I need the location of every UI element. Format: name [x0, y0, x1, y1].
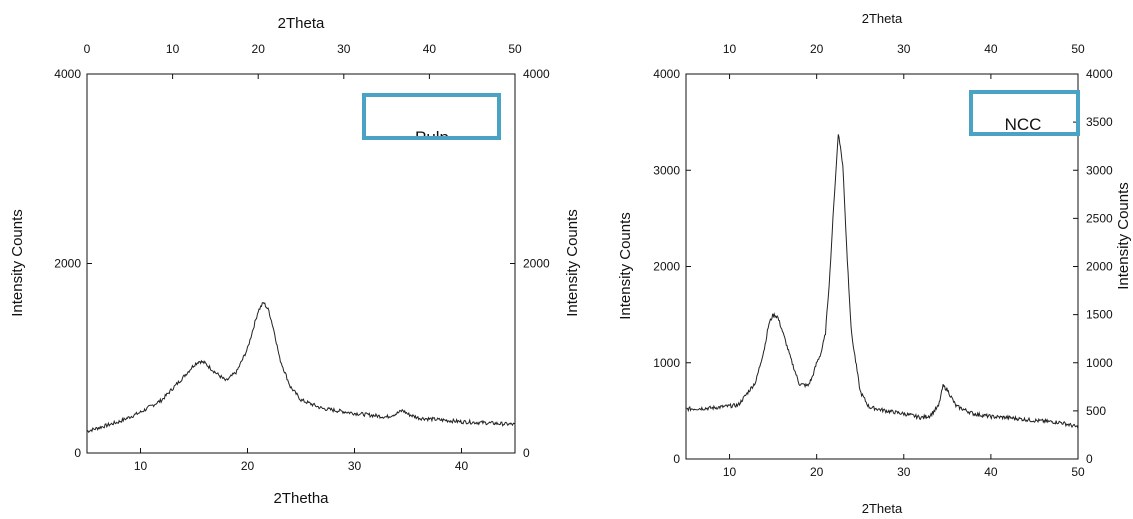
pulp-right-tick-label: 2000 — [523, 257, 550, 271]
pulp-legend-box — [362, 93, 501, 140]
ncc-right-tick-label: 1500 — [1086, 308, 1113, 322]
ncc-chart-panel: 10 20 30 40 50 10 20 30 40 50 01000200030004000 … — [617, 11, 1132, 516]
pulp-left-axis-title: Intensity Counts — [9, 209, 26, 317]
pulp-left-tick-label: 2000 — [54, 257, 81, 271]
pulp-bottom-tick-label: 20 — [241, 459, 255, 473]
ncc-legend-box — [969, 90, 1080, 136]
pulp-bottom-tick-label: 10 — [134, 459, 148, 473]
ncc-bottom-axis-title: 2Theta — [862, 501, 903, 516]
ncc-right-tick-label: 3000 — [1086, 163, 1113, 177]
pulp-left-tick-label: 4000 — [54, 67, 81, 81]
ncc-right-tick-label: 1000 — [1086, 356, 1113, 370]
pulp-bottom-tick-label: 30 — [348, 459, 362, 473]
pulp-legend: Pulp — [362, 93, 501, 147]
pulp-top-tick-label: 20 — [252, 42, 266, 56]
ncc-left-tick-label: 0 — [673, 452, 680, 466]
ncc-right-axis-title: Intensity Counts — [1115, 182, 1132, 290]
pulp-top-tick-label: 0 — [84, 42, 91, 56]
pulp-right-tick-label: 0 — [523, 446, 530, 460]
ncc-left-axis-title: Intensity Counts — [617, 212, 634, 320]
ncc-top-tick-label: 30 — [897, 42, 911, 56]
pulp-series-line — [86, 302, 516, 433]
pulp-top-axis-ticks: 0 10 20 30 40 50 — [84, 42, 522, 79]
ncc-left-axis-ticks: 0 1000 2000 3000 4000 — [653, 67, 691, 466]
ncc-top-tick-label: 10 — [723, 42, 737, 56]
ncc-left-tick-label: 3000 — [653, 163, 680, 177]
pulp-right-axis-title: Intensity Counts — [564, 209, 581, 317]
ncc-right-tick-label: 500 — [1086, 404, 1106, 418]
ncc-plot-frame — [685, 73, 1079, 460]
pulp-right-tick-label: 4000 — [523, 67, 550, 81]
ncc-legend: NCC — [969, 90, 1080, 136]
pulp-top-axis-title: 2Theta — [278, 15, 325, 32]
pulp-top-tick-label: 40 — [423, 42, 437, 56]
pulp-left-axis-ticks: 0 2000 4000 — [54, 67, 92, 460]
ncc-bottom-tick-label: 50 — [1071, 465, 1085, 479]
pulp-bottom-axis-title: 2Thetha — [273, 490, 329, 507]
pulp-chart-panel: 0 10 20 30 40 50 10 20 30 40 0 2000 4000 0 2000 4000… — [9, 15, 581, 507]
ncc-right-tick-label: 0 — [1086, 452, 1093, 466]
ncc-right-axis-ticks: 0 500 1000 1500 2000 2500 3000 3500 4000 — [1073, 67, 1113, 466]
ncc-right-tick-label: 4000 — [1086, 67, 1113, 81]
pulp-legend-label: Pulp — [415, 128, 449, 147]
ncc-left-tick-label: 1000 — [653, 356, 680, 370]
pulp-plot-frame — [86, 73, 516, 454]
ncc-right-tick-label: 3500 — [1086, 115, 1113, 129]
ncc-bottom-tick-label: 10 — [723, 465, 737, 479]
ncc-top-tick-label: 20 — [810, 42, 824, 56]
ncc-left-tick-label: 4000 — [653, 67, 680, 81]
pulp-bottom-tick-label: 40 — [455, 459, 469, 473]
pulp-right-axis-ticks: 0 2000 4000 — [510, 67, 550, 460]
ncc-right-tick-label: 2000 — [1086, 260, 1113, 274]
ncc-top-tick-label: 50 — [1071, 42, 1085, 56]
ncc-right-tick-label: 2500 — [1086, 211, 1113, 225]
pulp-left-tick-label: 0 — [74, 446, 81, 460]
pulp-top-tick-label: 30 — [337, 42, 351, 56]
ncc-left-tick-label: 2000 — [653, 260, 680, 274]
pulp-top-tick-label: 50 — [508, 42, 522, 56]
ncc-top-axis-title: 2Theta — [862, 11, 903, 26]
ncc-bottom-tick-label: 20 — [810, 465, 824, 479]
pulp-bottom-axis-ticks: 10 20 30 40 — [134, 448, 469, 473]
ncc-top-axis-ticks: 10 20 30 40 50 — [723, 42, 1085, 79]
pulp-top-tick-label: 10 — [166, 42, 180, 56]
ncc-bottom-axis-ticks: 10 20 30 40 50 — [723, 454, 1085, 479]
ncc-series-line — [685, 134, 1079, 430]
ncc-legend-label: NCC — [1005, 115, 1042, 134]
ncc-bottom-tick-label: 30 — [897, 465, 911, 479]
ncc-bottom-tick-label: 40 — [984, 465, 998, 479]
ncc-top-tick-label: 40 — [984, 42, 998, 56]
